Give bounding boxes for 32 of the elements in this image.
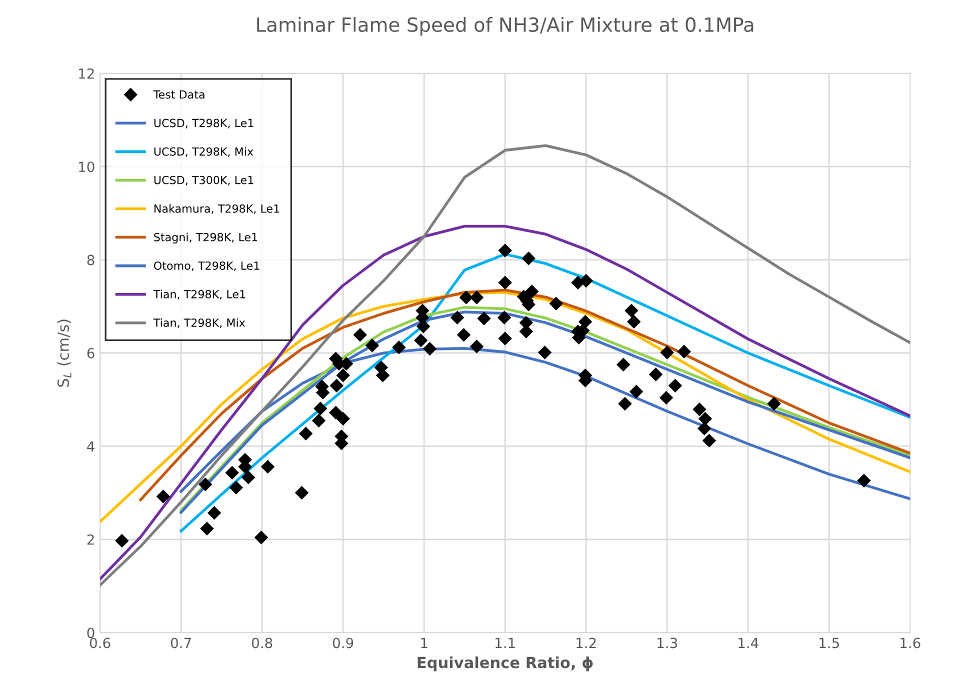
legend-label: Nakamura, T298K, Le1 — [154, 204, 280, 214]
y-tick-label: 10 — [79, 162, 94, 172]
x-tick-label: 1 — [421, 638, 428, 648]
legend-label: Test Data — [153, 90, 204, 99]
legend-label: Tian, T298K, Le1 — [153, 290, 246, 300]
line-series — [100, 144, 910, 586]
x-tick-label: 0.8 — [252, 638, 272, 648]
y-tick-label: 4 — [87, 441, 94, 452]
y-tick-label: 8 — [87, 254, 94, 266]
x-tick-label: 1.2 — [576, 638, 596, 648]
legend-label: UCSD, T298K, Le1 — [154, 118, 254, 128]
x-axis-title: Equivalence Ratio, ϕ — [418, 656, 593, 672]
legend-label: UCSD, T300K, Le1 — [154, 176, 254, 186]
y-tick-label: 2 — [87, 534, 94, 545]
y-tick-label: 0 — [87, 628, 94, 638]
legend-label: Otomo, T298K, Le1 — [154, 261, 260, 271]
x-tick-label: 1.5 — [820, 638, 839, 648]
legend-label: UCSD, T298K, Mix — [154, 147, 254, 157]
x-tick-label: 1.3 — [658, 638, 678, 648]
x-tick-label: 0.9 — [332, 638, 354, 648]
y-tick-label: 6 — [87, 348, 94, 358]
x-tick-label: 0.7 — [170, 638, 191, 648]
x-tick-label: 1.6 — [900, 638, 920, 648]
y-axis-title: S$_{L}$ (cm/s) — [57, 320, 72, 387]
legend-label: Stagni, T298K, Le1 — [154, 232, 258, 244]
chart-title: Laminar Flame Speed of NH3/Air Mixture at 0.1MPa — [257, 16, 754, 36]
line-series — [100, 224, 910, 580]
legend-label: Tian, T298K, Mix — [153, 318, 246, 328]
x-tick-label: 0.6 — [90, 638, 110, 648]
y-tick-label: 12 — [79, 68, 94, 79]
x-tick-label: 1.4 — [738, 638, 758, 648]
x-tick-label: 1.1 — [496, 638, 515, 648]
